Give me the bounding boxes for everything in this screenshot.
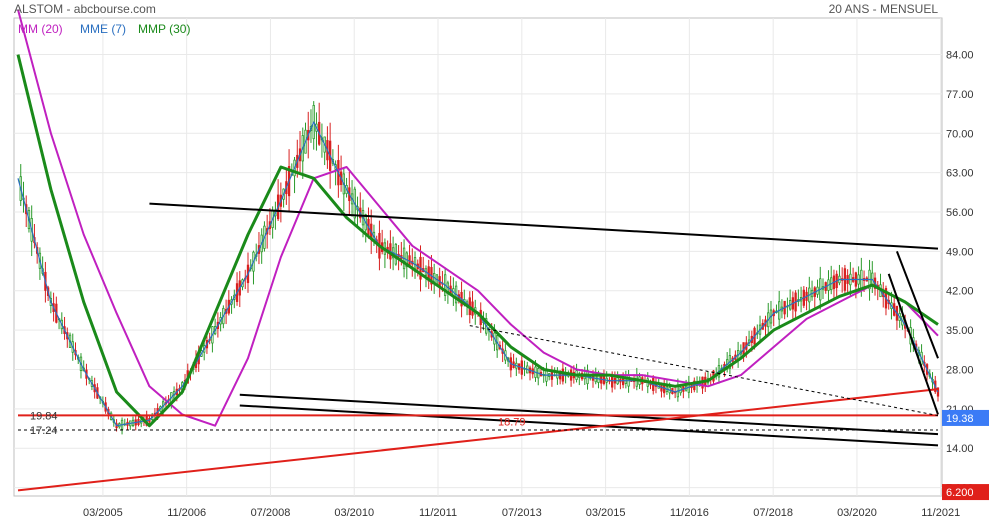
moving-averages: [16, 9, 939, 428]
chart-title: ALSTOM - abcbourse.com: [14, 2, 156, 16]
y-tick-label: 84.00: [946, 50, 974, 62]
y-tick-label: 49.00: [946, 246, 974, 258]
y-tick-label: 63.00: [946, 168, 974, 180]
trendline-8: [895, 251, 939, 359]
axis-ticks: 84.00 77.00 70.00 63.00 56.00 49.00 42.00 35.00…: [83, 50, 974, 519]
x-tick-label: 11/2006: [167, 507, 206, 519]
level-labels: 19.84 17.24 18.79: [30, 410, 526, 437]
trendline-9: [887, 273, 939, 415]
x-tick-label: 03/2020: [837, 507, 877, 519]
trendline-3: [239, 404, 939, 447]
trendlines: [17, 202, 939, 492]
x-tick-label: 03/2010: [334, 507, 374, 519]
trendline-1: [149, 202, 939, 250]
price-badge: [942, 484, 989, 501]
trendline-7: [469, 325, 939, 417]
level-label: 18.79: [498, 416, 526, 428]
price-badge: [942, 409, 989, 426]
y-tick-label: 77.00: [946, 89, 974, 101]
x-tick-label: 03/2015: [586, 507, 626, 519]
y-tick-label: 56.00: [946, 207, 974, 219]
x-tick-label: 07/2008: [251, 507, 291, 519]
price-badge-label: 19.38: [946, 413, 974, 425]
price-badge-label: 6.200: [946, 487, 974, 499]
y-tick-label: 35.00: [946, 325, 974, 337]
legend-mme7: MME (7): [80, 22, 126, 36]
plot-area: [13, 17, 943, 497]
legend-mm20: MM (20): [18, 22, 63, 36]
level-label: 19.84: [30, 410, 58, 422]
x-tick-label: 11/2016: [670, 507, 709, 519]
legend-mmp30: MMP (30): [138, 22, 190, 36]
y-tick-label: 70.00: [946, 128, 974, 140]
x-tick-label: 11/2021: [921, 507, 960, 519]
x-tick-label: 11/2011: [419, 507, 457, 519]
trendline-4: [17, 388, 939, 492]
level-label: 17.24: [30, 425, 58, 437]
y-tick-label: 28.00: [946, 364, 974, 376]
x-tick-label: 07/2013: [502, 507, 542, 519]
y-tick-label: 42.00: [946, 286, 974, 298]
y-tick-label: 14.00: [946, 443, 974, 455]
chart-period: 20 ANS - MENSUEL: [829, 2, 939, 16]
x-tick-label: 07/2018: [753, 507, 793, 519]
series-line-3: [16, 54, 939, 428]
grid: [14, 18, 942, 496]
price-badges: 19.38 6.200: [942, 409, 989, 501]
x-tick-label: 03/2005: [83, 507, 123, 519]
